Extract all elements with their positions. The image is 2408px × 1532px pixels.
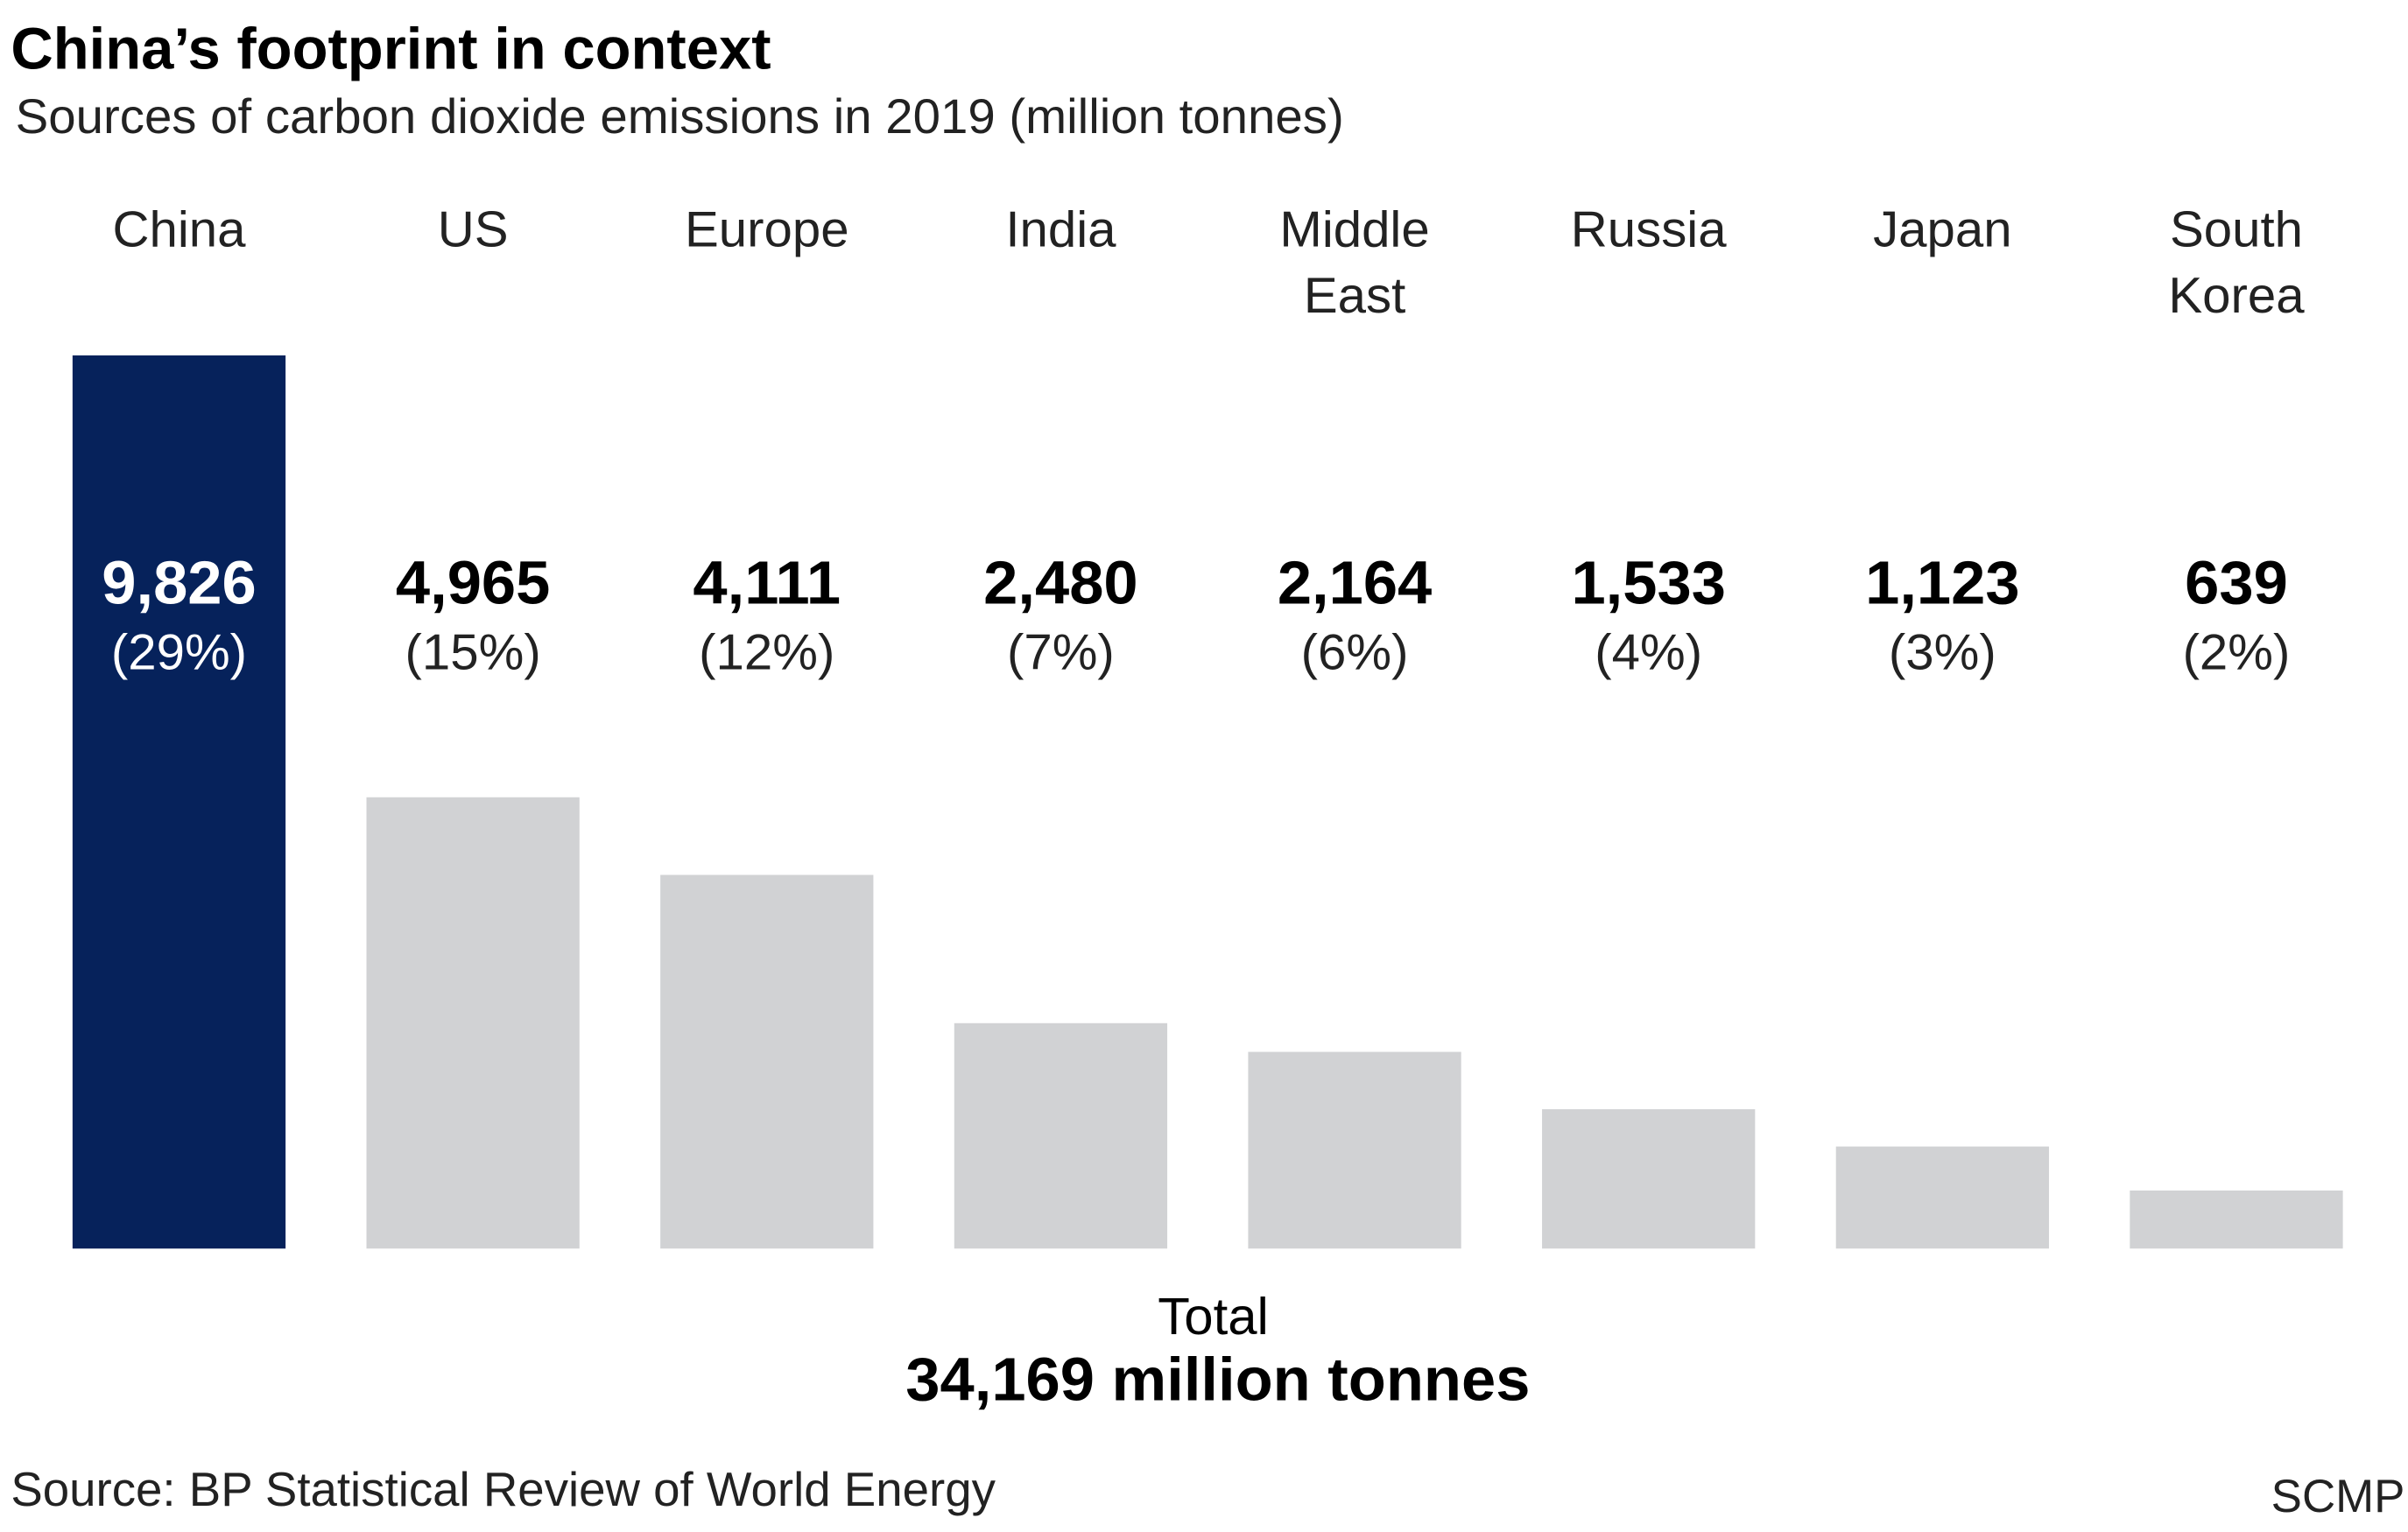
value-label: 639 <box>2185 548 2288 617</box>
category-label: China <box>113 202 247 258</box>
category-label: US <box>438 202 509 258</box>
category-label: East <box>1304 268 1405 324</box>
value-label: 1,123 <box>1865 548 2019 617</box>
bar <box>954 1023 1168 1249</box>
bar <box>366 797 580 1249</box>
category-label: India <box>1005 202 1116 258</box>
percent-label: (7%) <box>1007 625 1115 681</box>
category-label: Middle <box>1279 202 1429 258</box>
bar <box>1248 1051 1461 1249</box>
percent-label: (2%) <box>2183 625 2291 681</box>
percent-label: (29%) <box>111 625 247 681</box>
category-label: Japan <box>1873 202 2011 258</box>
value-label: 2,164 <box>1278 548 1432 617</box>
bars-group: China 9,826 (29%) US 4,965 (15%) Europe 4,111 (1… <box>72 202 2343 1249</box>
total-label: Total <box>1158 1287 1269 1346</box>
bar <box>2130 1190 2343 1249</box>
category-label: Korea <box>2168 268 2305 324</box>
percent-label: (4%) <box>1595 625 1702 681</box>
category-label: South <box>2170 202 2303 258</box>
percent-label: (12%) <box>699 625 834 681</box>
bar <box>1835 1146 2049 1249</box>
chart-title: China’s footprint in context <box>11 18 771 82</box>
source-note: Source: BP Statistical Review of World E… <box>11 1463 996 1516</box>
value-label: 4,111 <box>693 548 841 617</box>
percent-label: (15%) <box>405 625 541 681</box>
chart-subtitle: Sources of carbon dioxide emissions in 2… <box>16 88 1344 144</box>
value-label: 1,533 <box>1571 548 1725 617</box>
bar <box>660 875 874 1249</box>
category-label: Europe <box>685 202 849 258</box>
percent-label: (3%) <box>1889 625 1996 681</box>
value-label: 2,480 <box>983 548 1137 617</box>
percent-label: (6%) <box>1301 625 1409 681</box>
bar <box>72 355 286 1249</box>
bar <box>1542 1109 1756 1249</box>
total-value: 34,169 million tonnes <box>905 1345 1530 1414</box>
credit: SCMP <box>2271 1471 2405 1522</box>
category-label: Russia <box>1571 202 1728 258</box>
value-label: 9,826 <box>102 548 256 617</box>
value-label: 4,965 <box>396 548 550 617</box>
